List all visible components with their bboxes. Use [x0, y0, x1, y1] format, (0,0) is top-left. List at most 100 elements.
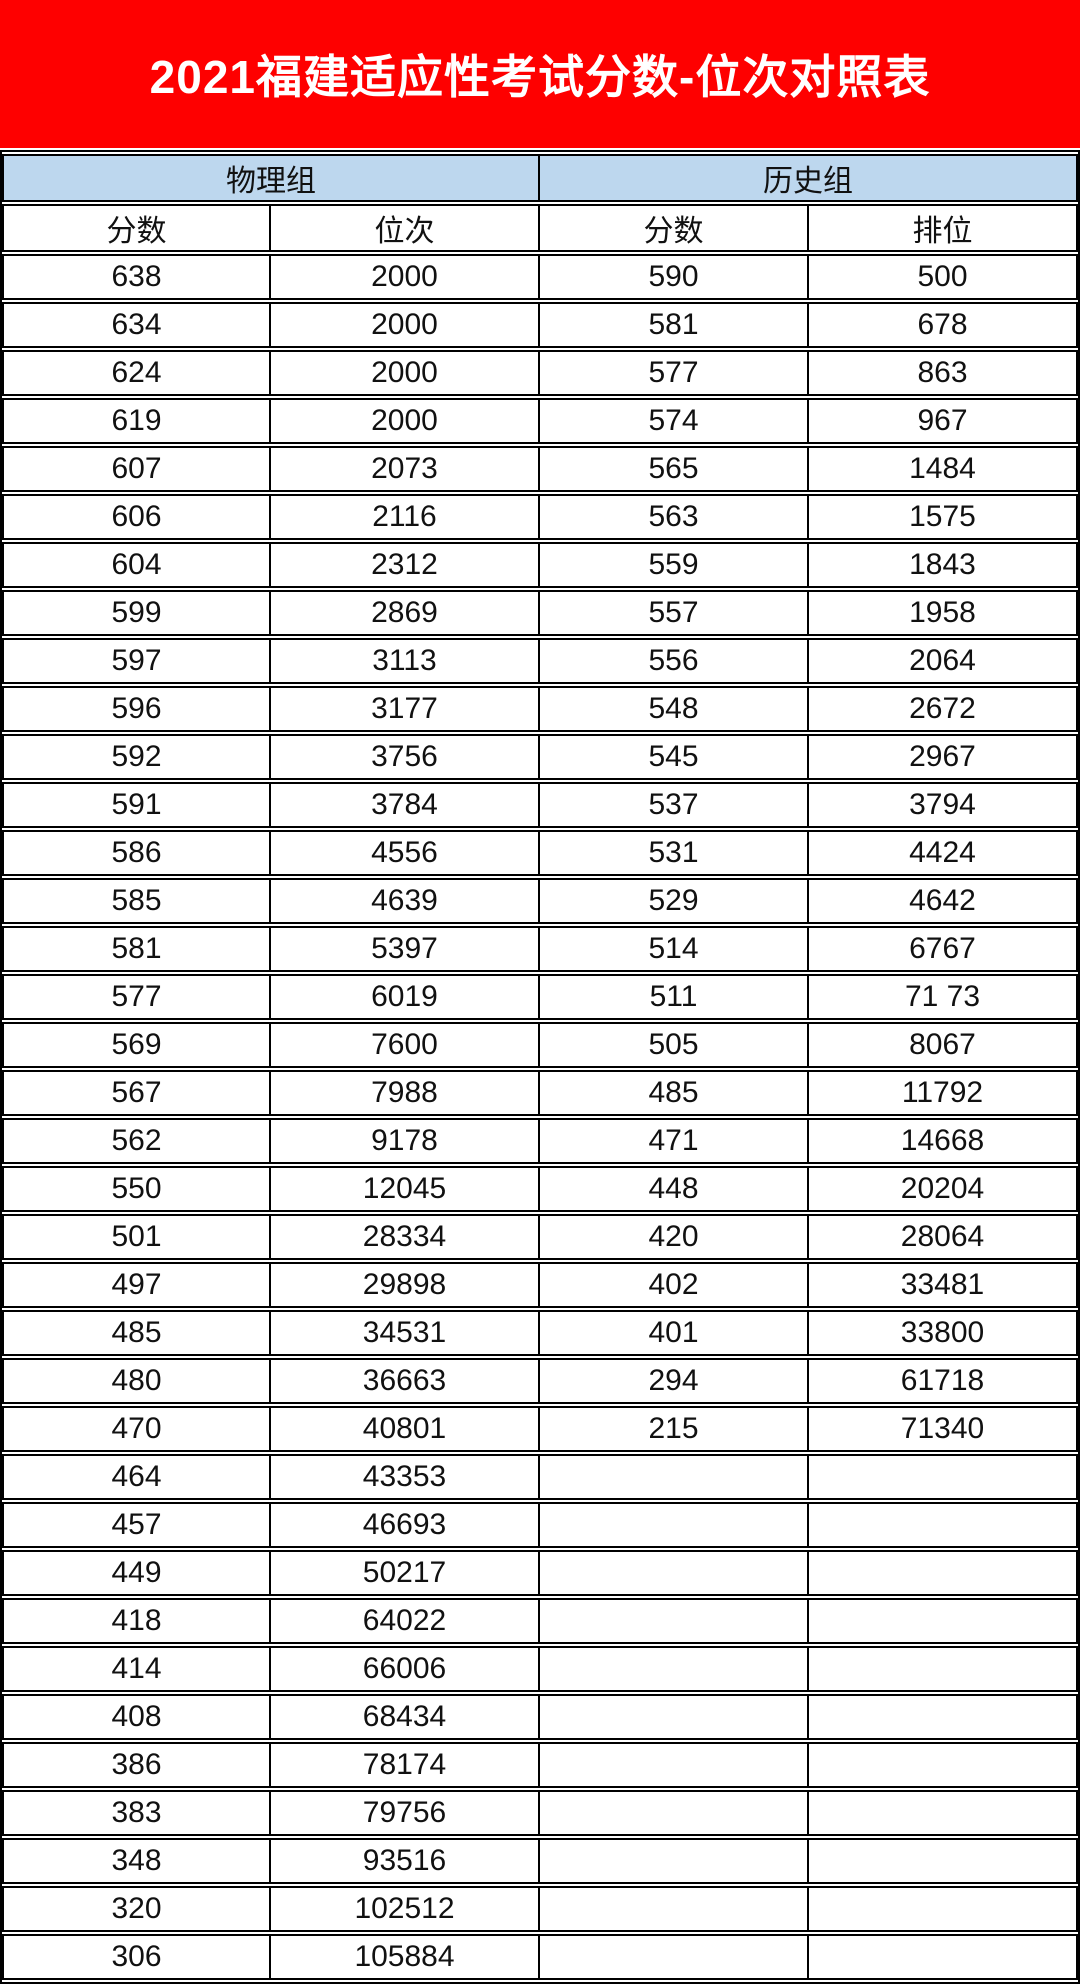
cell: 12045: [271, 1166, 540, 1212]
table-row: 550 12045 448 20204: [2, 1166, 1078, 1212]
table-row: 585 4639 529 4642: [2, 878, 1078, 924]
cell: [809, 1598, 1078, 1644]
cell: 79756: [271, 1790, 540, 1836]
cell: 591: [2, 782, 271, 828]
cell: 71340: [809, 1406, 1078, 1452]
cell: 6019: [271, 974, 540, 1020]
cell: 597: [2, 638, 271, 684]
score-rank-table: 物理组 历史组 分数 位次 分数 排位 638 2000 590 500 634 2000…: [0, 150, 1080, 1984]
cell: 470: [2, 1406, 271, 1452]
cell: 28064: [809, 1214, 1078, 1260]
table-row: 501 28334 420 28064: [2, 1214, 1078, 1260]
cell: 556: [540, 638, 809, 684]
cell: 607: [2, 446, 271, 492]
table-row: 607 2073 565 1484: [2, 446, 1078, 492]
cell: [809, 1934, 1078, 1980]
cell: 1958: [809, 590, 1078, 636]
cell: 78174: [271, 1742, 540, 1788]
cell: 464: [2, 1454, 271, 1500]
cell: 606: [2, 494, 271, 540]
cell: 320: [2, 1886, 271, 1932]
cell: 4642: [809, 878, 1078, 924]
cell: 40801: [271, 1406, 540, 1452]
cell: 480: [2, 1358, 271, 1404]
cell: [540, 1934, 809, 1980]
cell: [540, 1454, 809, 1500]
table-row: 619 2000 574 967: [2, 398, 1078, 444]
cell: 563: [540, 494, 809, 540]
table-body: 638 2000 590 500 634 2000 581 678 624 2000 577 863 6…: [2, 254, 1078, 1980]
cell: 71 73: [809, 974, 1078, 1020]
cell: 596: [2, 686, 271, 732]
cell: [540, 1502, 809, 1548]
cell: [809, 1886, 1078, 1932]
table-row: 586 4556 531 4424: [2, 830, 1078, 876]
table-row: 418 64022: [2, 1598, 1078, 1644]
cell: 7988: [271, 1070, 540, 1116]
table-row: 606 2116 563 1575: [2, 494, 1078, 540]
page-title: 2021福建适应性考试分数-位次对照表: [0, 0, 1080, 148]
cell: 590: [540, 254, 809, 300]
table-row: 497 29898 402 33481: [2, 1262, 1078, 1308]
cell: 501: [2, 1214, 271, 1260]
cell: 550: [2, 1166, 271, 1212]
cell: 581: [2, 926, 271, 972]
cell: 559: [540, 542, 809, 588]
cell: 2967: [809, 734, 1078, 780]
table-row: 383 79756: [2, 1790, 1078, 1836]
cell: [809, 1646, 1078, 1692]
cell: 64022: [271, 1598, 540, 1644]
cell: 511: [540, 974, 809, 1020]
cell: 565: [540, 446, 809, 492]
cell: 11792: [809, 1070, 1078, 1116]
cell: 592: [2, 734, 271, 780]
cell: 3794: [809, 782, 1078, 828]
cell: 624: [2, 350, 271, 396]
cell: 448: [540, 1166, 809, 1212]
cell: 29898: [271, 1262, 540, 1308]
group-header-history: 历史组: [540, 154, 1078, 202]
cell: 386: [2, 1742, 271, 1788]
cell: 514: [540, 926, 809, 972]
column-header-row: 分数 位次 分数 排位: [2, 204, 1078, 252]
cell: 383: [2, 1790, 271, 1836]
cell: 599: [2, 590, 271, 636]
cell: 14668: [809, 1118, 1078, 1164]
cell: [540, 1694, 809, 1740]
cell: [540, 1550, 809, 1596]
table-row: 581 5397 514 6767: [2, 926, 1078, 972]
cell: 36663: [271, 1358, 540, 1404]
cell: 408: [2, 1694, 271, 1740]
cell: 3784: [271, 782, 540, 828]
cell: 567: [2, 1070, 271, 1116]
cell: 294: [540, 1358, 809, 1404]
cell: 418: [2, 1598, 271, 1644]
cell: 93516: [271, 1838, 540, 1884]
cell: 2312: [271, 542, 540, 588]
cell: 967: [809, 398, 1078, 444]
table-row: 386 78174: [2, 1742, 1078, 1788]
cell: 638: [2, 254, 271, 300]
cell: 5397: [271, 926, 540, 972]
cell: 537: [540, 782, 809, 828]
cell: 9178: [271, 1118, 540, 1164]
table-row: 470 40801 215 71340: [2, 1406, 1078, 1452]
cell: 8067: [809, 1022, 1078, 1068]
group-header-row: 物理组 历史组: [2, 154, 1078, 202]
cell: 485: [540, 1070, 809, 1116]
cell: 2000: [271, 350, 540, 396]
table-row: 464 43353: [2, 1454, 1078, 1500]
cell: 215: [540, 1406, 809, 1452]
cell: 50217: [271, 1550, 540, 1596]
cell: 348: [2, 1838, 271, 1884]
table-row: 485 34531 401 33800: [2, 1310, 1078, 1356]
cell: 414: [2, 1646, 271, 1692]
table-row: 567 7988 485 11792: [2, 1070, 1078, 1116]
cell: 1575: [809, 494, 1078, 540]
cell: [540, 1790, 809, 1836]
table-row: 457 46693: [2, 1502, 1078, 1548]
table-row: 624 2000 577 863: [2, 350, 1078, 396]
cell: [809, 1694, 1078, 1740]
cell: [809, 1502, 1078, 1548]
cell: 2000: [271, 254, 540, 300]
